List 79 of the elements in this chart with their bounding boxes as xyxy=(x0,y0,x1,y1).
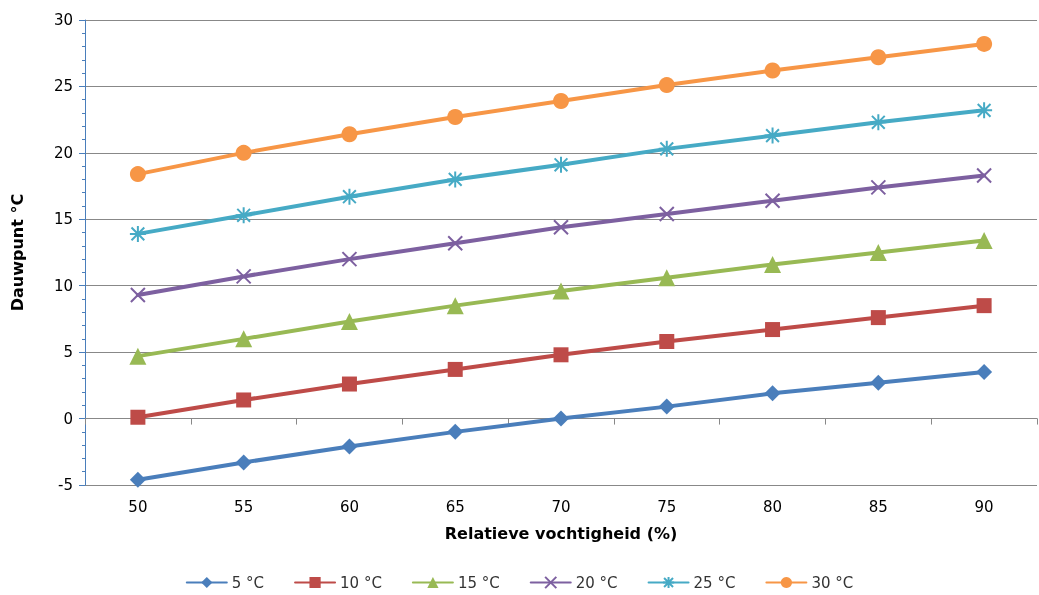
legend-label: 30 °C xyxy=(811,573,854,592)
point xyxy=(870,49,887,66)
point xyxy=(447,361,463,377)
point xyxy=(235,268,252,285)
legend-label: 20 °C xyxy=(575,573,618,592)
point xyxy=(657,139,676,158)
point xyxy=(340,313,358,331)
point xyxy=(341,126,358,143)
point xyxy=(975,101,994,120)
x-axis-title: Relatieve vochtigheid (%) xyxy=(444,523,678,543)
point xyxy=(553,410,569,427)
point xyxy=(976,364,993,381)
point xyxy=(764,255,782,273)
point xyxy=(658,269,676,287)
x-tick-label: 85 xyxy=(868,497,888,516)
point xyxy=(446,170,465,189)
point xyxy=(552,282,570,300)
point xyxy=(764,192,781,209)
x-tick-label: 90 xyxy=(974,497,994,516)
point xyxy=(763,126,782,145)
point xyxy=(234,206,253,225)
point xyxy=(976,167,993,184)
point xyxy=(658,398,675,415)
point xyxy=(341,376,357,392)
x-tick-label: 60 xyxy=(339,497,359,516)
point xyxy=(235,454,252,471)
y-tick-label: 20 xyxy=(53,143,73,162)
point xyxy=(447,423,464,440)
point xyxy=(341,251,358,268)
point xyxy=(870,374,887,391)
point xyxy=(869,113,888,132)
point xyxy=(341,438,358,455)
point xyxy=(129,287,146,304)
y-tick-label: -5 xyxy=(58,476,73,494)
point xyxy=(552,155,570,174)
y-tick-label: 25 xyxy=(53,77,73,96)
point xyxy=(129,166,146,183)
point xyxy=(235,330,253,348)
legend-label: 5 °C xyxy=(231,573,265,592)
y-tick-label: 30 xyxy=(53,11,73,29)
point xyxy=(447,235,464,252)
point xyxy=(764,385,781,402)
y-axis-title: Dauwpunt °C xyxy=(7,193,27,312)
y-tick-label: 5 xyxy=(63,343,73,362)
x-tick-label: 80 xyxy=(763,497,783,516)
point xyxy=(870,179,887,196)
x-tick-label: 55 xyxy=(234,497,254,516)
point xyxy=(129,347,147,365)
point xyxy=(976,298,992,314)
point xyxy=(340,187,359,206)
point xyxy=(236,392,252,408)
legend-label: 25 °C xyxy=(693,573,736,592)
x-tick-label: 75 xyxy=(657,497,677,516)
x-tick-label: 50 xyxy=(128,497,148,516)
point xyxy=(128,224,147,243)
point xyxy=(659,334,675,350)
x-tick-label: 70 xyxy=(551,497,571,516)
point xyxy=(446,297,464,315)
point xyxy=(658,205,675,222)
legend-label: 10 °C xyxy=(340,573,382,592)
point xyxy=(869,244,887,261)
point xyxy=(553,219,569,236)
point xyxy=(447,108,464,125)
point xyxy=(553,347,569,363)
point xyxy=(765,322,781,338)
point xyxy=(764,62,781,79)
y-tick-label: 10 xyxy=(53,276,73,295)
y-tick-label: 0 xyxy=(63,409,73,428)
point xyxy=(130,409,146,425)
point xyxy=(975,232,993,250)
point xyxy=(235,144,252,161)
legend-label: 15 °C xyxy=(457,573,500,592)
point xyxy=(870,310,886,326)
point xyxy=(553,93,569,110)
point xyxy=(129,471,146,488)
point xyxy=(976,35,993,52)
x-tick-label: 65 xyxy=(445,497,465,516)
point xyxy=(658,77,675,94)
y-tick-label: 15 xyxy=(53,210,73,229)
